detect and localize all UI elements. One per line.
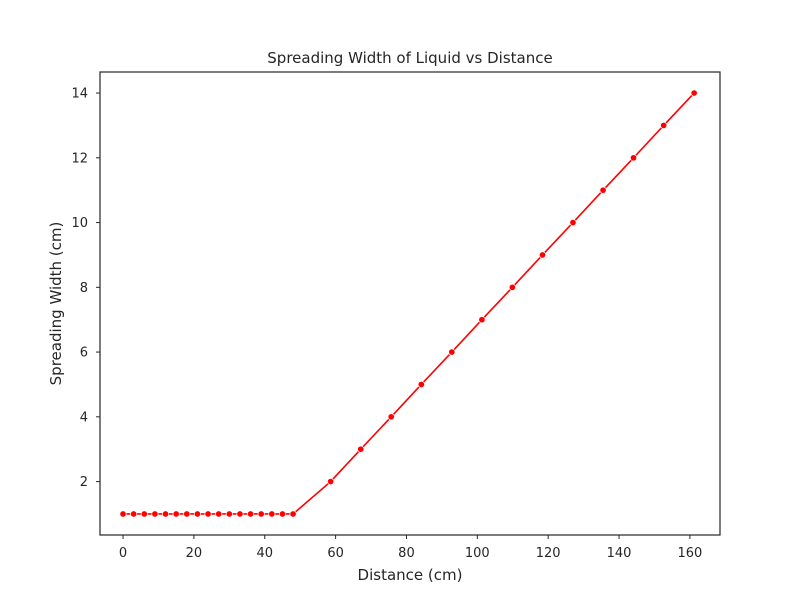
- data-point: [690, 89, 698, 97]
- plot-frame: [99, 71, 721, 536]
- y-tick-label: 6: [80, 346, 88, 361]
- data-point: [215, 510, 223, 518]
- data-point: [172, 510, 180, 518]
- x-axis-ticks: 0 20 40 60 80 100 120 140 160: [119, 535, 702, 561]
- data-point: [119, 510, 127, 518]
- data-point: [599, 186, 607, 194]
- data-point: [417, 380, 425, 388]
- data-point: [327, 478, 335, 486]
- y-axis-label: Spreading Width (cm): [47, 222, 65, 386]
- data-point: [183, 510, 191, 518]
- data-point: [448, 348, 456, 356]
- x-tick-label: 160: [677, 546, 702, 561]
- data-point: [140, 510, 148, 518]
- y-tick-label: 2: [80, 475, 88, 490]
- data-point: [161, 510, 170, 518]
- data-point: [478, 316, 486, 324]
- data-point: [247, 510, 255, 518]
- y-tick-label: 4: [80, 410, 88, 425]
- data-point: [204, 510, 212, 518]
- data-point: [225, 510, 233, 518]
- x-tick-label: 100: [465, 546, 490, 561]
- data-point: [289, 510, 297, 518]
- data-point: [193, 510, 201, 518]
- data-point: [660, 121, 668, 129]
- x-tick-label: 0: [119, 546, 127, 561]
- x-tick-label: 20: [186, 546, 203, 561]
- data-point: [538, 251, 547, 259]
- data-point: [357, 445, 365, 453]
- x-tick-label: 120: [536, 546, 561, 561]
- y-axis-ticks: 2 4 6 8 10 12 14: [71, 87, 100, 490]
- data-point: [278, 510, 287, 518]
- x-axis-label: Distance (cm): [358, 566, 463, 584]
- data-point: [569, 219, 577, 227]
- y-tick-label: 10: [71, 216, 88, 231]
- x-tick-label: 40: [256, 546, 273, 561]
- x-tick-label: 60: [327, 546, 344, 561]
- data-point: [257, 510, 265, 518]
- plot-area: 0 20 40 60 80 100 120 140 160 2 4 6 8 10 12 14: [71, 71, 721, 561]
- data-point: [508, 283, 516, 291]
- x-tick-label: 80: [398, 546, 415, 561]
- chart-title: Spreading Width of Liquid vs Distance: [267, 49, 552, 67]
- data-point: [268, 510, 276, 518]
- x-tick-label: 140: [607, 546, 632, 561]
- data-point: [236, 510, 244, 518]
- data-point: [387, 413, 395, 421]
- data-point: [130, 510, 138, 518]
- data-point: [151, 510, 159, 518]
- data-point: [630, 154, 638, 162]
- series-layer: [119, 89, 698, 518]
- y-tick-label: 8: [80, 281, 88, 296]
- y-tick-label: 12: [71, 151, 88, 166]
- y-tick-label: 14: [71, 87, 88, 102]
